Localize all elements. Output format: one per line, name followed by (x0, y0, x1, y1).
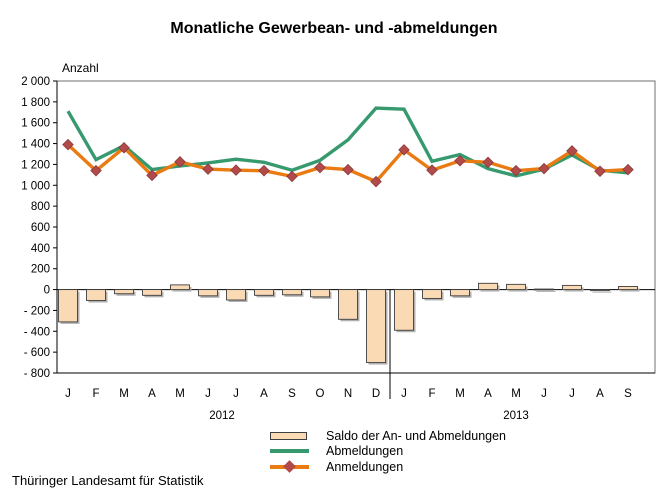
svg-text:200: 200 (31, 264, 50, 276)
y-axis-unit-label: Anzahl (62, 61, 99, 75)
svg-text:1 000: 1 000 (21, 180, 50, 192)
svg-text:M: M (511, 388, 521, 400)
legend-diamond-icon (283, 459, 296, 473)
svg-text:N: N (344, 388, 352, 400)
legend-label-anmeldungen: Anmeldungen (326, 459, 404, 474)
svg-text:M: M (119, 388, 129, 400)
svg-text:2 000: 2 000 (21, 76, 50, 88)
svg-text:O: O (316, 388, 325, 400)
svg-text:A: A (260, 388, 268, 400)
svg-text:1 800: 1 800 (21, 97, 50, 109)
source-label: Thüringer Landesamt für Statistik (12, 473, 204, 488)
svg-text:400: 400 (31, 243, 50, 255)
svg-text:1 200: 1 200 (21, 159, 50, 171)
svg-text:- 600: - 600 (24, 347, 50, 359)
svg-text:A: A (596, 388, 604, 400)
svg-text:S: S (624, 388, 632, 400)
svg-text:2012: 2012 (209, 410, 235, 422)
legend-item-anmeldungen: Anmeldungen (270, 459, 506, 475)
legend-swatch-abmeldungen (270, 449, 309, 454)
svg-text:2013: 2013 (503, 410, 529, 422)
svg-text:J: J (541, 388, 547, 400)
legend-swatch-saldo (270, 431, 307, 440)
legend-label-saldo: Saldo der An- und Abmeldungen (326, 428, 506, 443)
svg-text:J: J (569, 388, 575, 400)
chart-title: Monatliche Gewerbean- und -abmeldungen (170, 20, 498, 37)
svg-text:F: F (428, 388, 435, 400)
svg-text:J: J (401, 388, 407, 400)
svg-text:A: A (148, 388, 156, 400)
svg-text:D: D (372, 388, 380, 400)
svg-text:M: M (455, 388, 465, 400)
svg-text:M: M (175, 388, 185, 400)
svg-text:800: 800 (31, 201, 50, 213)
svg-text:F: F (92, 388, 99, 400)
legend-label-abmeldungen: Abmeldungen (326, 444, 404, 459)
legend-swatch-anmeldungen (270, 459, 309, 473)
svg-text:J: J (233, 388, 239, 400)
svg-text:A: A (484, 388, 492, 400)
legend-item-abmeldungen: Abmeldungen (270, 444, 506, 460)
svg-text:- 800: - 800 (24, 368, 50, 380)
legend: Saldo der An- und Abmeldungen Abmeldunge… (270, 428, 506, 475)
svg-text:1 400: 1 400 (21, 139, 50, 151)
svg-text:0: 0 (44, 285, 50, 297)
svg-text:600: 600 (31, 222, 50, 234)
svg-text:S: S (288, 388, 296, 400)
legend-item-saldo: Saldo der An- und Abmeldungen (270, 428, 506, 444)
svg-text:J: J (65, 388, 71, 400)
svg-text:- 400: - 400 (24, 326, 50, 338)
svg-text:- 200: - 200 (24, 305, 50, 317)
svg-text:J: J (205, 388, 211, 400)
svg-text:1 600: 1 600 (21, 118, 50, 130)
